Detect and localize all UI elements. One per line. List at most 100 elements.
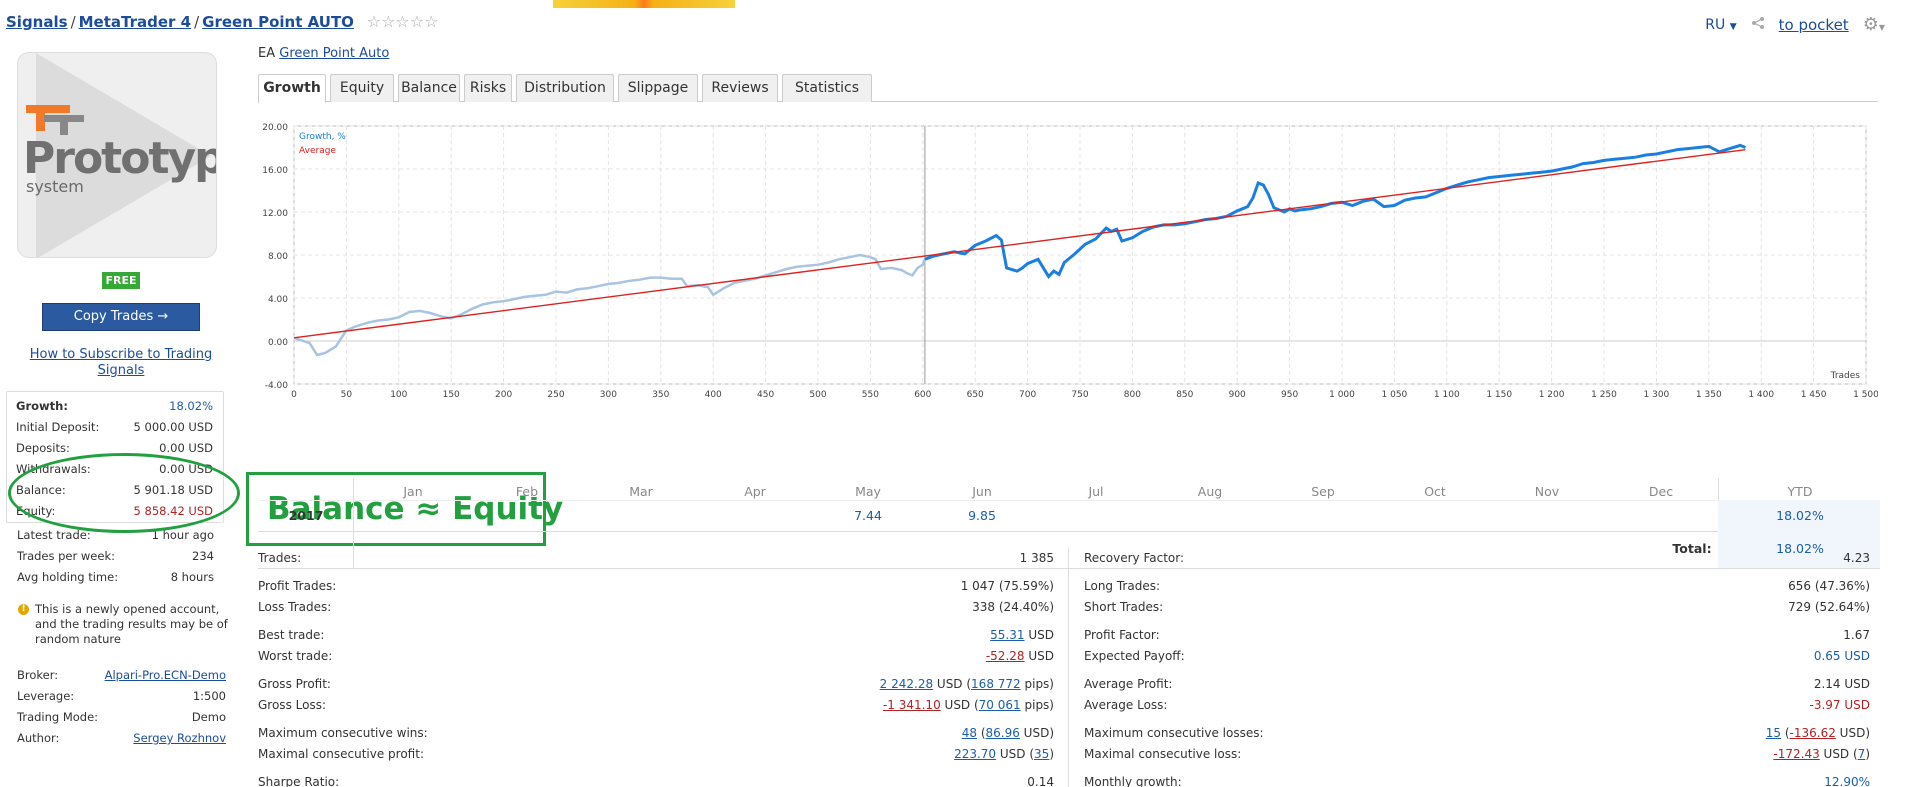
stat-row: Avg holding time: 8 hours: [6, 567, 224, 588]
tab-equity[interactable]: Equity: [330, 74, 394, 102]
month-header: Nov: [1534, 484, 1560, 499]
stat-value: 55.31 USD: [990, 625, 1054, 646]
year-label: 2017: [288, 508, 324, 523]
ea-prefix: EA: [258, 46, 276, 61]
x-tick-label: 600: [914, 390, 931, 400]
stat-value-main[interactable]: 48: [961, 726, 977, 740]
activity-stats: Latest trade: 1 hour ago Trades per week: 2…: [6, 523, 224, 588]
stat-value-secondary[interactable]: 86.96: [985, 726, 1020, 740]
x-tick-label: 700: [1019, 390, 1036, 400]
month-header: Feb: [515, 484, 539, 499]
share-icon[interactable]: [1751, 16, 1765, 34]
stat-value: 2 242.28 USD (168 772 pips): [880, 674, 1054, 695]
stat-value: 1 385: [1019, 551, 1054, 565]
total-label: Total:: [1672, 541, 1712, 556]
stat-row: Latest trade: 1 hour ago: [6, 525, 224, 546]
stat-suffix: ): [1049, 747, 1054, 761]
language-selector[interactable]: RU ▼: [1705, 17, 1736, 33]
stat-value-secondary[interactable]: -136.62: [1789, 726, 1836, 740]
y-tick-label: 4.00: [268, 295, 288, 305]
stat-value-main[interactable]: 15: [1765, 726, 1782, 740]
stat-value: 1.67: [1843, 628, 1870, 642]
y-tick-label: -4.00: [265, 381, 289, 391]
stat-value-secondary[interactable]: 70 061: [978, 698, 1021, 712]
play-shape: [36, 53, 211, 257]
how-to-subscribe-link[interactable]: How to Subscribe to Trading Signals: [29, 347, 213, 378]
stat-row: Maximal consecutive profit: 223.70 USD (3…: [258, 744, 1054, 765]
tab-statistics[interactable]: Statistics: [782, 74, 872, 102]
broker-label: Leverage:: [17, 689, 75, 703]
month-value-jun: 9.85: [968, 508, 996, 523]
month-header: Jan: [403, 484, 423, 499]
x-tick-label: 1 000: [1329, 390, 1355, 400]
stat-value: 5 000.00 USD: [133, 420, 213, 434]
gear-icon[interactable]: ⚙▼: [1862, 14, 1885, 35]
x-tick-label: 500: [809, 390, 826, 400]
stat-label: Best trade:: [258, 628, 325, 642]
x-tick-label: 150: [443, 390, 460, 400]
stat-row: Profit Factor: 1.67: [1084, 625, 1870, 646]
chevron-down-icon: ▼: [1729, 21, 1737, 32]
stat-label: Loss Trades:: [258, 600, 332, 614]
breadcrumb-signals-link[interactable]: Signals: [6, 13, 68, 31]
stat-value-main[interactable]: 2 242.28: [879, 677, 934, 691]
stat-row: Gross Loss: -1 341.10 USD (70 061 pips): [258, 695, 1054, 716]
stat-row: Profit Trades: 1 047 (75.59%): [258, 576, 1054, 597]
tab-slippage[interactable]: Slippage: [618, 74, 698, 102]
stat-label: Expected Payoff:: [1084, 649, 1185, 663]
broker-label: Author:: [17, 731, 60, 745]
stat-value-secondary[interactable]: 35: [1034, 747, 1050, 761]
x-tick-label: 1 100: [1434, 390, 1460, 400]
tab-risks[interactable]: Risks: [464, 74, 512, 102]
tab-growth[interactable]: Growth: [258, 74, 326, 103]
broker-label: Broker:: [17, 668, 59, 682]
tab-balance[interactable]: Balance: [398, 74, 460, 102]
stat-separator: (: [1781, 726, 1790, 740]
broker-row: Leverage: 1:500: [6, 686, 236, 707]
stat-value: 729 (52.64%): [1788, 600, 1870, 614]
broker-row: Trading Mode: Demo: [6, 707, 236, 728]
top-right-controls: RU ▼ to pocket ⚙▼: [1705, 14, 1885, 35]
stat-value-main[interactable]: 223.70: [954, 747, 997, 761]
to-pocket-link[interactable]: to pocket: [1778, 15, 1849, 34]
top-bar: Signals / MetaTrader 4/Green Point AUTO ☆☆…: [0, 0, 1905, 44]
promo-banner-strip[interactable]: [553, 0, 735, 8]
rating-stars[interactable]: ☆☆☆☆☆: [366, 12, 439, 31]
x-tick-label: 900: [1229, 390, 1246, 400]
table-divider: [258, 500, 1880, 501]
logo-subtitle: system: [26, 177, 84, 196]
stat-value-main[interactable]: -1 341.10: [882, 698, 941, 712]
stat-value-secondary[interactable]: 168 772: [971, 677, 1021, 691]
stat-separator: USD (: [1819, 747, 1858, 761]
broker-link[interactable]: Sergey Rozhnov: [133, 731, 226, 745]
stat-value-main[interactable]: 55.31: [990, 628, 1025, 642]
stat-label: Average Loss:: [1084, 698, 1168, 712]
y-tick-label: 20.00: [262, 123, 288, 133]
tab-reviews[interactable]: Reviews: [702, 74, 778, 102]
stat-value-secondary[interactable]: 7: [1857, 747, 1866, 761]
broker-info: Broker: Alpari-Pro.ECN-Demo Leverage: 1:500…: [6, 665, 236, 749]
stat-label: Gross Profit:: [258, 677, 331, 691]
ea-name-link[interactable]: Green Point Auto: [279, 46, 390, 61]
month-header: YTD: [1787, 484, 1813, 499]
warning-icon: !: [18, 604, 29, 615]
stat-row: Average Loss: -3.97 USD: [1084, 695, 1870, 716]
stat-value: -3.97 USD: [1809, 698, 1870, 712]
broker-link[interactable]: Alpari-Pro.ECN-Demo: [104, 668, 226, 682]
stat-value-main[interactable]: -172.43: [1773, 747, 1820, 761]
tab-distribution[interactable]: Distribution: [516, 74, 614, 102]
breadcrumb-platform-link[interactable]: MetaTrader 4: [78, 13, 192, 31]
breadcrumb-signal-link[interactable]: Green Point AUTO: [202, 13, 354, 31]
stat-value-main[interactable]: -52.28: [985, 649, 1025, 663]
copy-trades-button[interactable]: Copy Trades →: [42, 303, 200, 331]
stat-label: Sharpe Ratio:: [258, 775, 340, 787]
month-header: Aug: [1197, 484, 1223, 499]
stat-value: 223.70 USD (35): [954, 744, 1054, 765]
broker-row: Author: Sergey Rozhnov: [6, 728, 236, 749]
y-tick-label: 8.00: [268, 252, 288, 262]
stat-label: Deposits:: [16, 441, 70, 455]
stat-unit: USD: [1024, 649, 1054, 663]
stat-label: Maximum consecutive losses:: [1084, 726, 1264, 740]
x-tick-label: 300: [600, 390, 617, 400]
y-tick-label: 12.00: [262, 209, 288, 219]
